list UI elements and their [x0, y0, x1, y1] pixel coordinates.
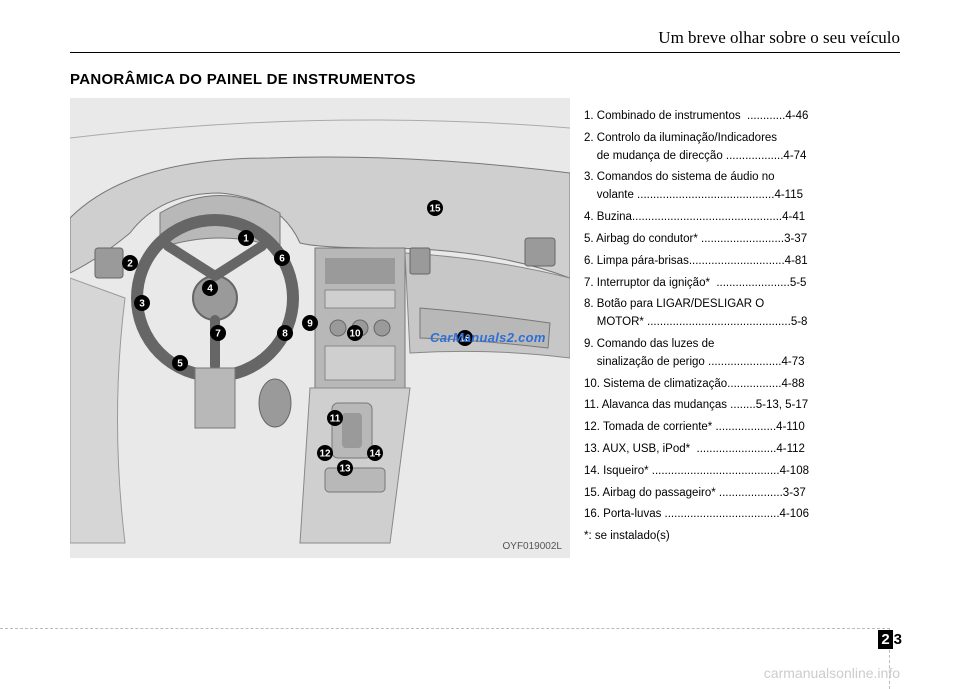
- rule-top: [70, 52, 900, 53]
- svg-text:2: 2: [127, 259, 133, 270]
- svg-text:1: 1: [243, 234, 249, 245]
- footer-dash-h: [0, 628, 890, 629]
- list-item: 10. Sistema de climatização.............…: [584, 376, 900, 394]
- svg-text:3: 3: [139, 299, 145, 310]
- svg-text:14: 14: [369, 449, 381, 460]
- svg-text:15: 15: [429, 204, 441, 215]
- list-item: 4. Buzina...............................…: [584, 209, 900, 227]
- list-item: 3. Comandos do sistema de áudio no volan…: [584, 169, 900, 205]
- content-row: 12345678910111213141516 CarManuals2.com …: [70, 98, 900, 558]
- svg-text:7: 7: [215, 329, 221, 340]
- manual-page: Um breve olhar sobre o seu veículo PANOR…: [0, 0, 960, 689]
- svg-text:10: 10: [349, 329, 361, 340]
- list-item: 7. Interruptor da ignição* .............…: [584, 275, 900, 293]
- dashboard-figure: 12345678910111213141516 CarManuals2.com …: [70, 98, 570, 558]
- list-item: 16. Porta-luvas ........................…: [584, 506, 900, 524]
- chapter-number: 2: [878, 630, 892, 649]
- svg-text:8: 8: [282, 329, 288, 340]
- dashboard-illustration: 12345678910111213141516: [70, 98, 570, 558]
- chapter-title: Um breve olhar sobre o seu veículo: [70, 28, 900, 52]
- list-item: 6. Limpa pára-brisas....................…: [584, 253, 900, 271]
- list-item: 9. Comando das luzes de sinalização de p…: [584, 336, 900, 372]
- list-item: 13. AUX, USB, iPod* ....................…: [584, 441, 900, 459]
- list-item: 1. Combinado de instrumentos ...........…: [584, 108, 900, 126]
- source-watermark: CarManuals2.com: [430, 330, 546, 345]
- svg-text:11: 11: [330, 414, 341, 425]
- page-in-chapter: 3: [894, 631, 902, 648]
- footer-watermark: carmanualsonline.info: [764, 665, 900, 681]
- svg-text:9: 9: [307, 319, 313, 330]
- svg-text:6: 6: [279, 254, 285, 265]
- svg-text:12: 12: [319, 449, 331, 460]
- section-title: PANORÂMICA DO PAINEL DE INSTRUMENTOS: [70, 71, 900, 88]
- list-item: 5. Airbag do condutor* .................…: [584, 231, 900, 249]
- svg-text:4: 4: [207, 284, 213, 295]
- list-item: *: se instalado(s): [584, 528, 900, 546]
- list-item: 15. Airbag do passageiro* ..............…: [584, 485, 900, 503]
- list-item: 8. Botão para LIGAR/DESLIGAR O MOTOR* ..…: [584, 296, 900, 332]
- list-item: 14. Isqueiro* ..........................…: [584, 463, 900, 481]
- figure-code: OYF019002L: [503, 541, 563, 552]
- svg-text:13: 13: [339, 464, 351, 475]
- svg-text:5: 5: [177, 359, 183, 370]
- callout-list: 1. Combinado de instrumentos ...........…: [584, 98, 900, 558]
- list-item: 12. Tomada de corriente* ...............…: [584, 419, 900, 437]
- page-number: 23: [878, 630, 902, 649]
- list-item: 2. Controlo da iluminação/Indicadores de…: [584, 130, 900, 166]
- list-item: 11. Alavanca das mudanças ........5-13, …: [584, 397, 900, 415]
